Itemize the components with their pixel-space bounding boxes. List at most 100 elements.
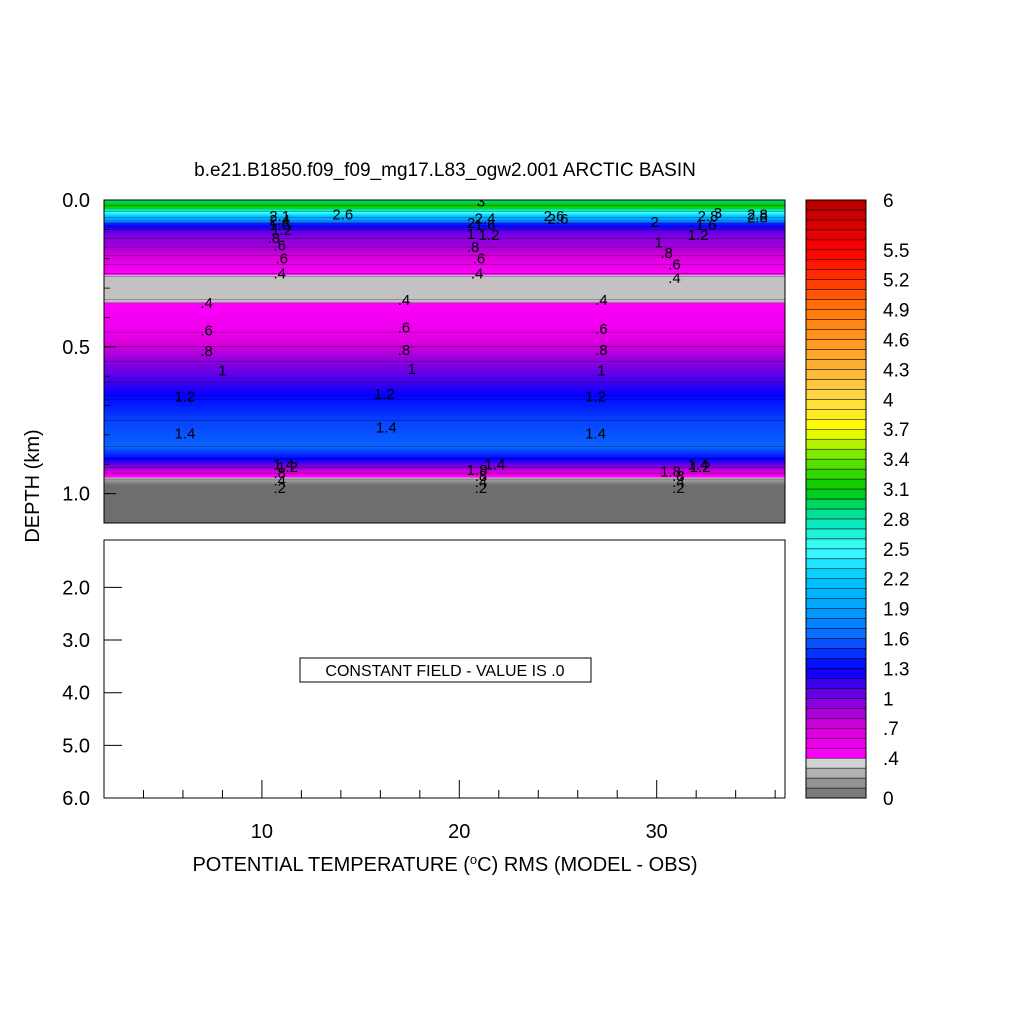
colorbar-band (805, 448, 867, 460)
depth-band (104, 310, 785, 313)
colorbar-band (805, 409, 867, 420)
depth-band (104, 266, 785, 269)
depth-band (104, 343, 785, 346)
contour-label: 1.4 (688, 456, 709, 473)
depth-band (104, 514, 785, 517)
depth-band (104, 395, 785, 398)
depth-band (104, 220, 785, 223)
depth-band (104, 339, 785, 342)
contour-label: 1.4 (484, 456, 505, 473)
contour-label: 1 (218, 362, 226, 379)
contour-label: 2.6 (332, 207, 353, 224)
depth-band (104, 304, 785, 307)
depth-band (104, 362, 785, 366)
depth-band (104, 412, 785, 415)
depth-band (104, 329, 785, 332)
depth-band (104, 468, 785, 471)
depth-band (104, 308, 785, 311)
contour-label: .4 (200, 295, 213, 312)
depth-band (104, 383, 785, 386)
contour-label: 1.2 (688, 227, 709, 244)
colorbar-label: 4.6 (883, 331, 909, 352)
depth-band (104, 421, 785, 424)
depth-band (104, 254, 785, 257)
depth-band (104, 342, 785, 345)
colorbar-band (805, 628, 867, 639)
contour-label: 1.4 (376, 420, 397, 437)
depth-band (104, 399, 785, 402)
depth-band (104, 512, 785, 515)
contour-label: 1 (655, 235, 663, 252)
depth-band (104, 401, 785, 404)
depth-band (104, 232, 785, 235)
depth-band (104, 458, 785, 461)
colorbar-band (805, 737, 867, 749)
depth-band (104, 264, 785, 267)
contour-label: .4 (672, 474, 685, 491)
depth-band (104, 302, 785, 305)
depth-band (104, 402, 785, 405)
colorbar-band (805, 608, 867, 619)
depth-band (104, 470, 785, 473)
depth-band (104, 355, 785, 358)
depth-band (104, 289, 785, 292)
depth-band (104, 320, 785, 323)
depth-band (104, 348, 785, 351)
depth-band (104, 408, 785, 411)
depth-band (104, 465, 785, 468)
depth-band (104, 387, 785, 390)
contour-label: .8 (660, 245, 673, 262)
depth-band (104, 286, 785, 289)
depth-band (104, 336, 785, 339)
depth-band (104, 317, 785, 320)
contour-label: 2.6 (548, 211, 569, 228)
depth-band (104, 258, 785, 261)
depth-band (104, 454, 785, 457)
colorbar-band (805, 259, 867, 271)
depth-band (104, 311, 785, 314)
colorbar-label: 2.8 (883, 510, 909, 531)
colorbar-band (805, 618, 867, 629)
depth-band (104, 442, 785, 445)
depth-band (104, 280, 785, 283)
depth-band (104, 214, 785, 217)
depth-band (104, 423, 785, 426)
contour-label: .8 (273, 465, 286, 482)
depth-band (104, 427, 785, 430)
depth-band (104, 351, 785, 354)
contour-label: 1.4 (174, 425, 195, 442)
contour-label: .4 (471, 265, 484, 282)
depth-band (104, 476, 785, 479)
depth-band (104, 481, 785, 484)
depth-band (104, 500, 785, 504)
y-tick-label: 1.0 (62, 484, 90, 506)
colorbar-band (805, 658, 867, 669)
depth-band (104, 506, 785, 509)
colorbar-band (805, 678, 867, 689)
colorbar-band (805, 558, 867, 570)
colorbar-bands (805, 199, 867, 799)
depth-band (104, 473, 785, 476)
depth-band (104, 291, 785, 294)
x-tick-label: 20 (448, 821, 470, 843)
contour-label: 3 (477, 194, 485, 211)
colorbar-band (805, 438, 867, 450)
depth-band (104, 484, 785, 487)
colorbar-band (805, 419, 867, 430)
colorbar-band (805, 548, 867, 560)
depth-band (104, 508, 785, 511)
depth-band (104, 415, 785, 418)
colorbar-band (805, 508, 867, 520)
contour-label: .6 (398, 320, 411, 337)
contour-label: .6 (595, 321, 608, 338)
contour-label: .8 (467, 239, 480, 256)
contour-label: 1 (467, 226, 475, 243)
y-tick-label: 4.0 (62, 683, 90, 705)
depth-band (104, 292, 785, 295)
colorbar-band (805, 747, 867, 759)
colorbar-band (805, 279, 867, 290)
depth-band (104, 307, 785, 310)
colorbar-label: .4 (883, 749, 899, 770)
contour-label: .2 (273, 480, 286, 497)
lower-y-ticks: 2.0 3.0 4.0 5.0 6.0 (62, 577, 122, 810)
